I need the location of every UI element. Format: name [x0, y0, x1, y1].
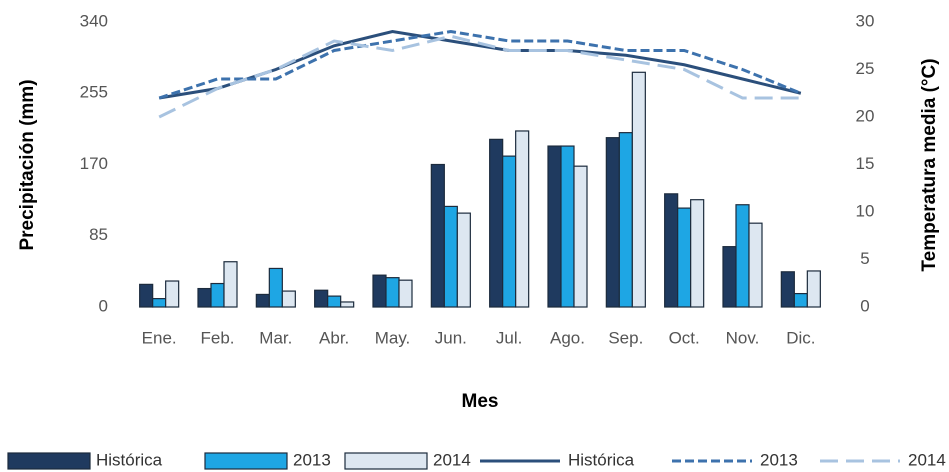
- legend-swatch: [204, 452, 288, 470]
- bar: [372, 274, 387, 308]
- bar: [664, 193, 679, 308]
- x-tick-label: Nov.: [726, 328, 760, 347]
- y2-tick-label: 0: [860, 296, 869, 315]
- y2-tick-label: 25: [856, 59, 875, 78]
- x-tick-label: Ene.: [142, 328, 177, 347]
- y-tick-label: 255: [80, 83, 108, 102]
- bar: [573, 165, 588, 308]
- x-tick-label: Sep.: [608, 328, 643, 347]
- bar: [340, 301, 355, 308]
- bar: [735, 204, 750, 308]
- x-tick-label: Oct.: [669, 328, 700, 347]
- bar: [780, 271, 795, 308]
- bar: [631, 71, 646, 308]
- bar: [722, 246, 737, 308]
- bar: [385, 277, 400, 308]
- bar: [327, 295, 342, 308]
- line-series: [158, 29, 802, 100]
- x-tick-label: Mar.: [259, 328, 292, 347]
- bar: [223, 261, 238, 308]
- bar: [152, 298, 167, 308]
- bar: [430, 163, 445, 308]
- legend-label: Histórica: [96, 450, 163, 469]
- legend-label: Histórica: [568, 450, 635, 469]
- bar: [443, 205, 458, 308]
- x-tick-label: Dic.: [786, 328, 815, 347]
- bar: [560, 145, 575, 308]
- bar: [139, 283, 154, 308]
- legend-swatch: [344, 452, 428, 470]
- bar: [398, 279, 413, 308]
- y2-axis-title: Temperatura media (°C): [919, 58, 940, 271]
- bar: [502, 155, 517, 308]
- bar: [618, 132, 633, 308]
- legend-label: 2013: [293, 450, 331, 469]
- y2-tick-label: 20: [856, 106, 875, 125]
- bar: [197, 287, 212, 308]
- x-tick-label: Feb.: [200, 328, 234, 347]
- bar: [268, 267, 283, 308]
- y-tick-label: 0: [99, 296, 108, 315]
- bar: [281, 290, 296, 308]
- x-tick-label: Jun.: [435, 328, 467, 347]
- bar: [806, 270, 821, 308]
- legend-label: 2014: [908, 450, 946, 469]
- y-tick-label: 340: [80, 11, 108, 30]
- x-tick-label: Jul.: [496, 328, 522, 347]
- x-tick-label: May.: [375, 328, 411, 347]
- legend-label: 2014: [433, 450, 471, 469]
- x-tick-label: Abr.: [319, 328, 349, 347]
- y2-tick-label: 15: [856, 154, 875, 173]
- y2-tick-label: 5: [860, 249, 869, 268]
- x-tick-label: Ago.: [550, 328, 585, 347]
- bar: [314, 289, 329, 308]
- x-axis-title: Mes: [462, 391, 499, 412]
- bar: [605, 137, 620, 308]
- bar: [515, 130, 530, 308]
- y-tick-label: 170: [80, 154, 108, 173]
- bar: [677, 207, 692, 308]
- bar: [748, 222, 763, 308]
- y2-tick-label: 30: [856, 11, 875, 30]
- y2-tick-label: 10: [856, 201, 875, 220]
- y-axis-title: Precipitación (mm): [17, 79, 38, 250]
- bar: [690, 199, 705, 308]
- bar: [255, 293, 270, 308]
- bar: [489, 138, 504, 308]
- bar: [210, 282, 225, 308]
- line-series: [158, 34, 801, 119]
- bar: [165, 280, 180, 308]
- legend-label: 2013: [760, 450, 798, 469]
- line-series: [158, 29, 802, 100]
- y-tick-label: 85: [89, 225, 108, 244]
- bar: [793, 292, 808, 308]
- legend-swatch: [7, 452, 91, 470]
- bar: [456, 212, 471, 308]
- bar: [547, 145, 562, 308]
